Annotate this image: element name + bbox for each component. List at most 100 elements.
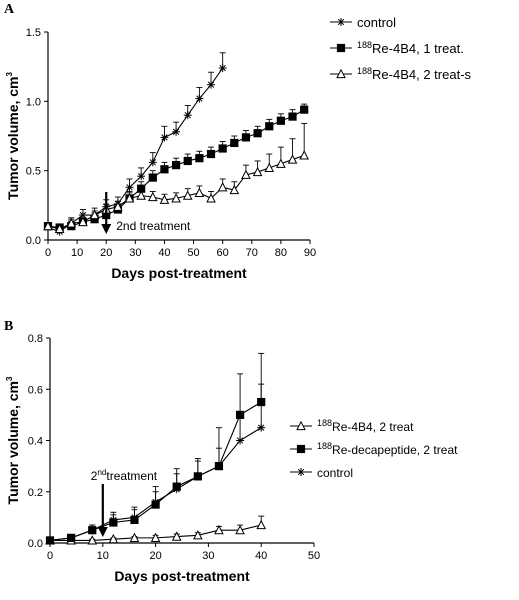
data-point bbox=[257, 423, 266, 432]
star-marker-stroke bbox=[337, 18, 345, 26]
x-tick-label: 10 bbox=[97, 550, 109, 562]
x-tick-label: 20 bbox=[100, 247, 112, 259]
series-line bbox=[49, 427, 262, 541]
data-point bbox=[218, 144, 227, 153]
data-point bbox=[159, 194, 170, 204]
data-point bbox=[206, 149, 216, 159]
star-marker-stroke bbox=[172, 128, 180, 136]
y-tick-label: 0.0 bbox=[26, 235, 41, 247]
legend-marker bbox=[297, 468, 305, 476]
legend-marker bbox=[336, 68, 346, 79]
data-point bbox=[218, 64, 227, 73]
star-marker-stroke bbox=[161, 134, 168, 141]
data-point bbox=[206, 193, 216, 203]
data-point bbox=[147, 191, 158, 202]
data-point bbox=[172, 127, 181, 136]
legend-label: 188Re-decapeptide, 2 treat bbox=[317, 441, 458, 457]
data-point bbox=[89, 209, 100, 220]
star-marker-stroke bbox=[173, 486, 180, 493]
y-axis-title-superscript: 3 bbox=[5, 376, 14, 381]
y-tick-label: 0.6 bbox=[28, 384, 43, 396]
data-point bbox=[87, 535, 98, 545]
legend-marker bbox=[337, 18, 345, 26]
legend-label-text: Re-decapeptide, 2 treat bbox=[332, 443, 458, 457]
legend-label-superscript: 188 bbox=[357, 66, 372, 76]
data-point bbox=[46, 536, 54, 545]
data-point bbox=[136, 190, 146, 200]
legend-label-superscript: 188 bbox=[317, 441, 332, 451]
x-tick-label: 40 bbox=[158, 247, 170, 259]
y-tick-label: 0.5 bbox=[26, 166, 41, 178]
x-axis-title: Days post-treatment bbox=[114, 568, 250, 584]
legend-label: 188Re-4B4, 2 treat bbox=[317, 418, 414, 434]
data-point bbox=[241, 169, 251, 179]
x-tick-label: 30 bbox=[129, 247, 141, 259]
panel-a-annotation: 2nd treatment bbox=[101, 192, 191, 234]
legend-marker bbox=[296, 444, 306, 454]
data-point bbox=[171, 193, 181, 203]
star-marker-stroke bbox=[194, 473, 202, 480]
legend-label: control bbox=[357, 15, 396, 30]
data-point bbox=[183, 111, 192, 120]
treatment-arrow-head bbox=[97, 527, 108, 537]
data-point bbox=[171, 531, 182, 541]
x-tick-label: 0 bbox=[45, 247, 51, 259]
legend-item: control bbox=[330, 15, 396, 30]
y-tick-label: 0.2 bbox=[28, 487, 43, 499]
data-point bbox=[183, 156, 192, 166]
data-point bbox=[109, 515, 118, 524]
legend-label-text: Re-4B4, 2 treat bbox=[332, 420, 414, 434]
star-marker-stroke bbox=[126, 184, 133, 191]
series-triangle bbox=[45, 515, 267, 545]
data-point bbox=[229, 184, 240, 195]
data-point bbox=[54, 223, 65, 234]
legend-label-superscript: 188 bbox=[357, 40, 372, 50]
legend-item: control bbox=[290, 466, 353, 480]
data-point bbox=[43, 220, 53, 231]
star-marker-stroke bbox=[110, 516, 117, 524]
data-point bbox=[193, 472, 202, 481]
series-square bbox=[45, 352, 266, 545]
legend-marker bbox=[296, 420, 306, 431]
panel-b-annotation: 2ndtreatment bbox=[91, 468, 158, 537]
star-marker-stroke bbox=[236, 437, 244, 444]
x-tick-label: 50 bbox=[308, 550, 320, 562]
y-axis-title-text: Tumor volume, cm bbox=[5, 381, 21, 504]
legend-item: 188Re-4B4, 2 treat bbox=[290, 418, 414, 434]
annotation-text: treatment bbox=[106, 469, 157, 483]
data-point bbox=[230, 138, 239, 148]
legend-label-text: Re-4B4, 1 treat. bbox=[372, 41, 464, 56]
data-point bbox=[288, 112, 297, 121]
series-line bbox=[47, 67, 224, 233]
data-point bbox=[241, 133, 251, 142]
star-marker-stroke bbox=[297, 468, 305, 476]
x-tick-label: 50 bbox=[187, 247, 199, 259]
series-star bbox=[46, 383, 266, 545]
data-point bbox=[264, 162, 275, 172]
series-star bbox=[44, 52, 227, 236]
data-point bbox=[148, 173, 157, 182]
x-tick-label: 10 bbox=[71, 247, 83, 259]
star-marker-stroke bbox=[215, 462, 223, 470]
data-point bbox=[67, 533, 76, 542]
panel-b-label: B bbox=[4, 319, 13, 334]
data-point bbox=[193, 530, 203, 540]
panel-a-label: A bbox=[4, 2, 15, 17]
data-point bbox=[124, 193, 135, 203]
data-point bbox=[66, 218, 77, 228]
x-tick-label: 80 bbox=[275, 247, 287, 259]
panel-b-series bbox=[45, 352, 267, 545]
star-marker-stroke bbox=[184, 112, 191, 119]
star-marker-stroke bbox=[149, 159, 156, 166]
data-point bbox=[195, 154, 204, 163]
data-point bbox=[299, 150, 309, 160]
y-tick-label: 0.8 bbox=[28, 333, 43, 345]
x-tick-label: 60 bbox=[217, 247, 229, 259]
legend-label-superscript: 188 bbox=[317, 418, 332, 428]
data-point bbox=[160, 133, 169, 142]
x-axis-title: Days post-treatment bbox=[111, 265, 247, 281]
y-axis-title: Tumor volume, cm3 bbox=[5, 376, 21, 504]
x-tick-label: 30 bbox=[202, 550, 214, 562]
